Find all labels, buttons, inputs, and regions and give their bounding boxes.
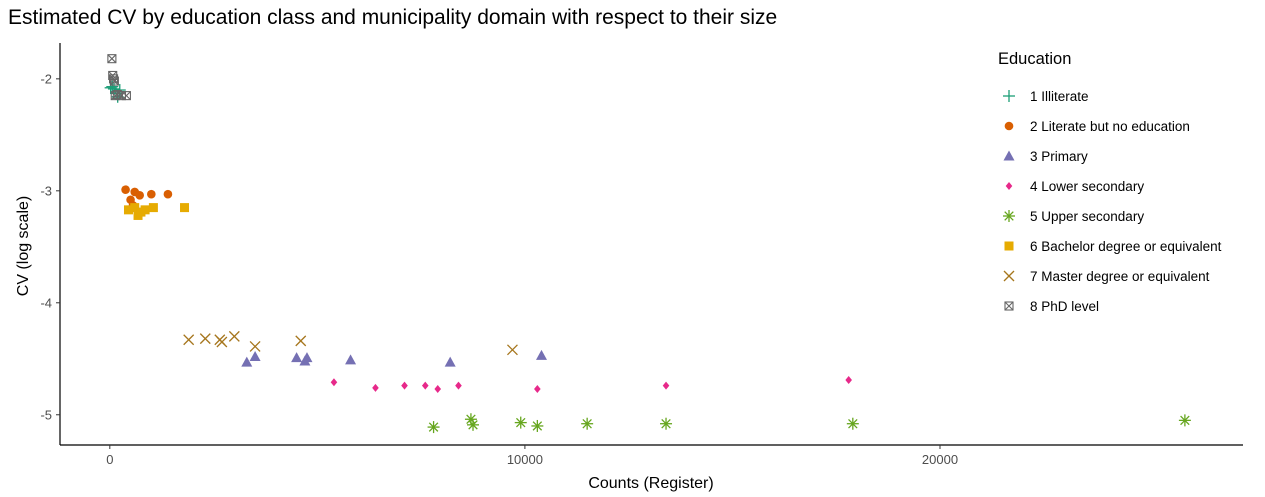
data-point-series-5 (1179, 414, 1191, 426)
legend-label: 8 PhD level (1030, 299, 1099, 314)
data-point-series-7 (250, 341, 260, 351)
legend-items: 1 Illiterate 2 Literate but no education 3… (998, 81, 1221, 321)
data-point-series-4 (534, 385, 541, 393)
data-point-series-8 (108, 55, 116, 63)
legend-title: Education (998, 50, 1221, 69)
legend-key-square-icon (998, 235, 1020, 257)
x-axis-label: Counts (Register) (588, 475, 713, 492)
data-point-series-7 (507, 345, 517, 355)
data-point-series-5 (581, 418, 593, 430)
legend-label: 5 Upper secondary (1030, 209, 1144, 224)
y-tick-label: -3 (40, 183, 52, 198)
legend-label: 1 Illiterate (1030, 89, 1089, 104)
data-point-series-4 (845, 376, 852, 384)
data-point-series-2 (164, 190, 173, 199)
data-point-series-4 (455, 382, 462, 390)
legend-key-cross-icon (998, 265, 1020, 287)
legend-key-plus-icon (998, 85, 1020, 107)
data-point-series-3 (445, 357, 456, 367)
legend-label: 4 Lower secondary (1030, 179, 1144, 194)
legend-key-diamond-icon (998, 175, 1020, 197)
data-point-series-2 (147, 190, 156, 199)
legend-item: 3 Primary (998, 141, 1221, 171)
data-point-series-5 (847, 418, 859, 430)
legend-label: 2 Literate but no education (1030, 119, 1190, 134)
data-point-series-5 (531, 420, 543, 432)
legend-item: 7 Master degree or equivalent (998, 261, 1221, 291)
data-point-series-3 (241, 357, 252, 367)
data-point-series-4 (401, 382, 408, 390)
data-point-series-6 (141, 205, 150, 214)
legend-item: 8 PhD level (998, 291, 1221, 321)
data-point-series-7 (184, 335, 194, 345)
data-point-series-4 (372, 384, 379, 392)
y-tick-label: -5 (40, 407, 52, 422)
data-point-series-3 (301, 352, 312, 362)
data-point-series-4 (422, 382, 429, 390)
legend-label: 6 Bachelor degree or equivalent (1030, 239, 1221, 254)
data-point-series-3 (536, 350, 547, 360)
data-point-series-4 (434, 385, 441, 393)
legend-key-triangle-icon (998, 145, 1020, 167)
data-point-series-7 (296, 336, 306, 346)
legend-item: 5 Upper secondary (998, 201, 1221, 231)
legend-key-asterisk-icon (998, 205, 1020, 227)
legend-item: 4 Lower secondary (998, 171, 1221, 201)
legend-item: 6 Bachelor degree or equivalent (998, 231, 1221, 261)
data-point-series-4 (663, 382, 670, 390)
data-point-series-3 (291, 352, 302, 362)
data-point-series-5 (660, 418, 672, 430)
y-tick-label: -2 (40, 71, 52, 86)
x-tick-label: 0 (106, 452, 113, 467)
y-axis-label: CV (log scale) (15, 196, 32, 296)
data-point-series-7 (229, 331, 239, 341)
legend-label: 7 Master degree or equivalent (1030, 269, 1209, 284)
legend-item: 2 Literate but no education (998, 111, 1221, 141)
legend-key-boxcross-icon (998, 295, 1020, 317)
x-tick-label: 10000 (507, 452, 543, 467)
legend-label: 3 Primary (1030, 149, 1088, 164)
data-point-series-2 (121, 185, 130, 194)
data-point-series-6 (149, 203, 158, 212)
data-point-series-3 (250, 351, 261, 361)
data-point-series-4 (331, 378, 338, 386)
legend: Education 1 Illiterate 2 Literate but no … (998, 50, 1221, 321)
data-point-series-3 (345, 354, 356, 364)
data-point-series-5 (515, 417, 527, 429)
x-tick-label: 20000 (922, 452, 958, 467)
data-point-series-2 (135, 191, 144, 200)
data-point-series-5 (428, 421, 440, 433)
y-tick-label: -4 (40, 295, 52, 310)
data-point-series-7 (200, 334, 210, 344)
legend-item: 1 Illiterate (998, 81, 1221, 111)
data-point-series-5 (467, 419, 479, 431)
data-point-series-8 (122, 92, 130, 100)
data-point-series-6 (180, 203, 189, 212)
legend-key-circle-icon (998, 115, 1020, 137)
